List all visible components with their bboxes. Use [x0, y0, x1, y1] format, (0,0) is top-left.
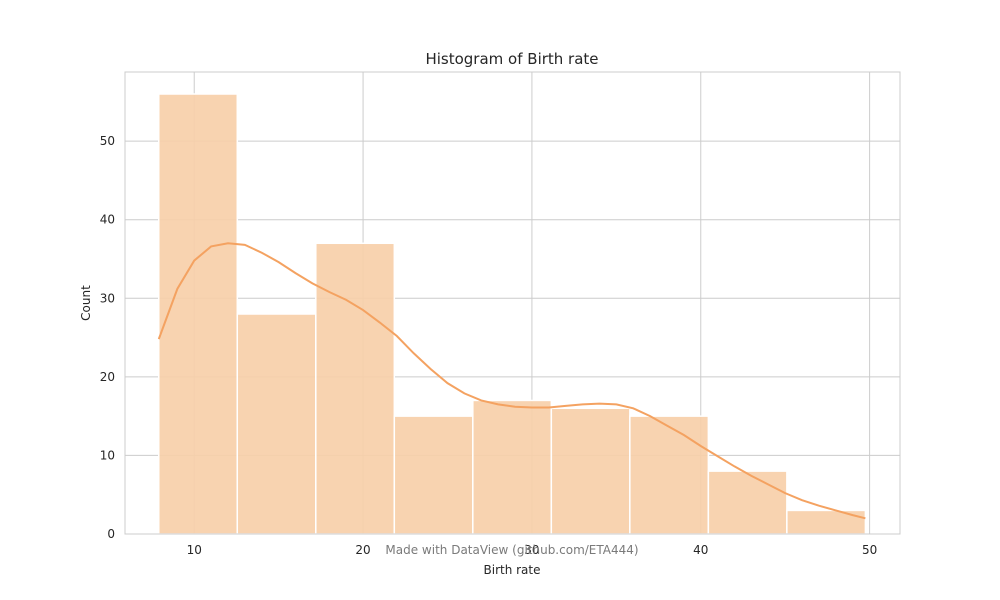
y-tick-label: 40	[100, 213, 115, 227]
histogram-bar	[550, 407, 631, 535]
x-tick-label: 40	[693, 543, 708, 557]
x-tick-label: 20	[355, 543, 370, 557]
x-tick-label: 30	[524, 543, 539, 557]
histogram-bar	[472, 399, 553, 535]
chart-title: Histogram of Birth rate	[425, 50, 598, 68]
histogram-bars	[158, 93, 867, 535]
y-axis-label: Count	[79, 285, 93, 321]
y-tick-label: 30	[100, 291, 115, 305]
y-tick-label: 10	[100, 448, 115, 462]
y-tick-label: 0	[107, 527, 115, 541]
histogram-bar	[629, 415, 710, 535]
x-tick-label: 10	[187, 543, 202, 557]
histogram-bar	[315, 242, 396, 535]
histogram-bar	[393, 415, 474, 535]
watermark-text: Made with DataView (github.com/ETA444)	[385, 543, 638, 557]
x-tick-label: 50	[862, 543, 877, 557]
histogram-bar	[158, 93, 239, 535]
plot-frame	[124, 71, 901, 535]
x-axis-ticks: 10 20 30 40 50	[187, 543, 878, 557]
histogram-bar	[707, 470, 788, 535]
y-axis-ticks: 0 10 20 30 40 50	[100, 134, 115, 541]
x-axis-label: Birth rate	[484, 563, 541, 577]
kde-curve	[157, 242, 866, 520]
histogram-bar	[236, 313, 317, 535]
y-tick-label: 50	[100, 134, 115, 148]
histogram-bar	[786, 509, 867, 535]
y-tick-label: 20	[100, 370, 115, 384]
